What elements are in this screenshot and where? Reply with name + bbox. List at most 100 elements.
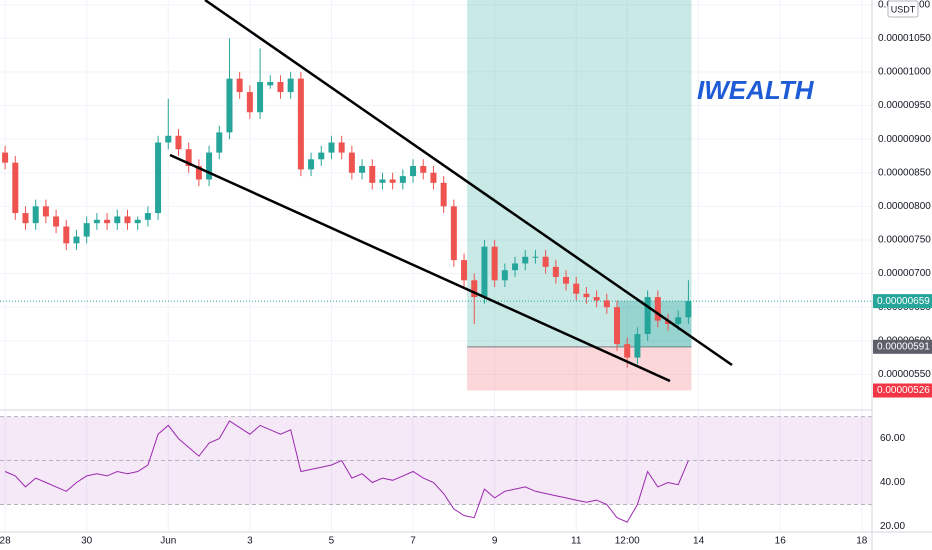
target-zone (467, 0, 692, 347)
candle-body (614, 307, 621, 345)
price-badge-label: 0.00000591 (877, 341, 930, 352)
candle-body (399, 176, 406, 183)
candle-body (583, 293, 590, 298)
candle-body (573, 283, 580, 294)
candle-body (634, 334, 641, 358)
candle-body (42, 206, 49, 217)
candle-body (165, 135, 172, 143)
candle-body (226, 78, 233, 133)
candle-body (114, 216, 121, 224)
candle-body (83, 223, 90, 237)
rsi-tick-label: 20.00 (880, 521, 905, 532)
candle-body (675, 317, 682, 324)
candle-body (389, 179, 396, 183)
y-tick-label: 0.00001050 (878, 33, 931, 44)
candle-body (267, 82, 274, 86)
candle-body (63, 226, 70, 244)
candle-body (532, 256, 539, 258)
candle-body (175, 135, 182, 150)
candle-body (134, 219, 141, 224)
stop-zone (467, 346, 692, 391)
open-pnl-zone (617, 301, 692, 347)
candle-body (491, 246, 498, 281)
candle-body (685, 301, 692, 318)
candle-body (12, 162, 19, 214)
y-tick-label: 0.00000550 (878, 369, 931, 380)
candle-body (461, 260, 468, 281)
candle-body (522, 256, 529, 264)
candle-body (257, 82, 264, 113)
candle-body (420, 166, 427, 173)
candle-body (318, 152, 325, 160)
candle-body (542, 256, 549, 267)
candle-body (144, 213, 151, 220)
y-tick-label: 0.00000800 (878, 201, 931, 212)
x-tick-label: 5 (329, 536, 335, 547)
rsi-line (4, 420, 689, 523)
x-tick-label: 12:00 (615, 536, 640, 547)
candle-body (471, 280, 478, 298)
candle-body (22, 213, 29, 224)
candle-body (277, 82, 284, 93)
candle-body (440, 182, 447, 207)
candle-body (185, 149, 192, 167)
price-badge (873, 383, 932, 398)
x-tick-label: 28 (0, 536, 11, 547)
price-badge (873, 294, 932, 309)
x-tick-label: 11 (571, 536, 582, 547)
candle-body (512, 263, 519, 271)
x-tick-label: 9 (492, 536, 498, 547)
candle-body (563, 276, 570, 284)
candle-body (654, 297, 661, 321)
candle-body (206, 152, 213, 180)
candle-body (236, 78, 243, 93)
x-tick-label: 7 (410, 536, 416, 547)
rsi-tick-label: 60.00 (880, 433, 905, 444)
candle-body (665, 320, 672, 324)
y-tick-label: 0.00001000 (878, 67, 931, 78)
candle-body (32, 206, 39, 224)
candle-body (93, 219, 100, 224)
y-tick-label: 0.00000850 (878, 167, 931, 178)
candle-body (450, 206, 457, 261)
y-tick-label: 0.00000900 (878, 134, 931, 145)
candle-body (624, 344, 631, 358)
candle-body (308, 159, 315, 170)
candle-body (104, 219, 111, 224)
candle-body (552, 266, 559, 277)
candle-body (2, 152, 9, 163)
candle-body (328, 142, 335, 153)
candle-body (246, 92, 253, 113)
candle-body (644, 297, 651, 335)
candle-body (430, 172, 437, 183)
x-tick-label: 3 (247, 536, 253, 547)
currency: USDT (891, 4, 916, 14)
currency-badge[interactable] (887, 0, 919, 18)
candle-body (603, 300, 610, 308)
x-tick-label: 14 (693, 536, 705, 547)
price-badge-label: 0.00000659 (877, 296, 930, 307)
y-tick-label: 0.00000750 (878, 235, 931, 246)
candle-body (348, 152, 355, 173)
candle-body (53, 216, 60, 227)
candle-body (73, 236, 80, 244)
candle-body (481, 246, 488, 298)
y-tick-label: 0.00000700 (878, 268, 931, 279)
candle-body (195, 166, 202, 180)
x-tick-label: Jun (160, 536, 176, 547)
candle-body (593, 297, 600, 301)
candle-body (359, 166, 366, 173)
candle-body (297, 78, 304, 170)
candle-body (501, 270, 508, 281)
y-tick-label: 0.00000950 (878, 100, 931, 111)
upper-trendline (204, 0, 733, 367)
candle-body (287, 78, 294, 93)
rsi-tick-label: 40.00 (880, 477, 905, 488)
x-tick-label: 16 (775, 536, 787, 547)
price-badge-label: 0.00000526 (877, 385, 930, 396)
candle-body (379, 179, 386, 183)
candle-body (216, 132, 223, 153)
candle-body (369, 166, 376, 183)
candle-body (338, 142, 345, 153)
